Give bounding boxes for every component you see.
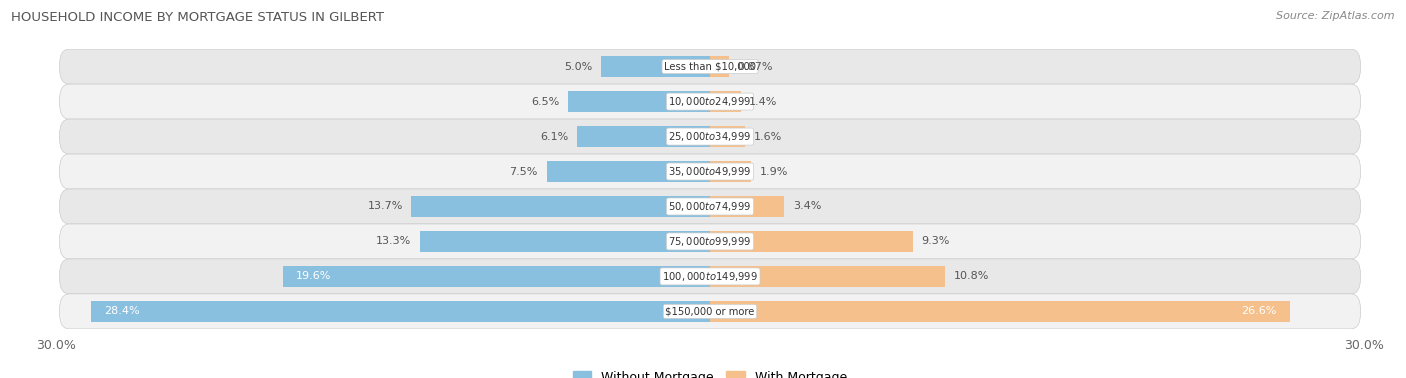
FancyBboxPatch shape: [59, 84, 1361, 119]
Text: 26.6%: 26.6%: [1241, 307, 1277, 316]
Text: 13.7%: 13.7%: [367, 201, 402, 211]
Text: HOUSEHOLD INCOME BY MORTGAGE STATUS IN GILBERT: HOUSEHOLD INCOME BY MORTGAGE STATUS IN G…: [11, 11, 384, 24]
Text: $100,000 to $149,999: $100,000 to $149,999: [662, 270, 758, 283]
Text: 6.1%: 6.1%: [540, 132, 568, 141]
Text: 10.8%: 10.8%: [955, 271, 990, 281]
Text: 28.4%: 28.4%: [104, 307, 139, 316]
Text: $10,000 to $24,999: $10,000 to $24,999: [668, 95, 752, 108]
FancyBboxPatch shape: [59, 49, 1361, 84]
Text: 1.9%: 1.9%: [761, 167, 789, 177]
Text: Less than $10,000: Less than $10,000: [664, 62, 756, 71]
Text: $150,000 or more: $150,000 or more: [665, 307, 755, 316]
Bar: [710, 301, 1289, 322]
Bar: [547, 161, 710, 182]
Text: Source: ZipAtlas.com: Source: ZipAtlas.com: [1277, 11, 1395, 21]
Text: $35,000 to $49,999: $35,000 to $49,999: [668, 165, 752, 178]
Text: 19.6%: 19.6%: [295, 271, 332, 281]
Text: 1.4%: 1.4%: [749, 97, 778, 107]
FancyBboxPatch shape: [59, 224, 1361, 259]
Text: 5.0%: 5.0%: [564, 62, 592, 71]
Text: $75,000 to $99,999: $75,000 to $99,999: [668, 235, 752, 248]
Bar: [710, 126, 745, 147]
Legend: Without Mortgage, With Mortgage: Without Mortgage, With Mortgage: [572, 371, 848, 378]
FancyBboxPatch shape: [59, 154, 1361, 189]
FancyBboxPatch shape: [59, 119, 1361, 154]
Text: 0.87%: 0.87%: [738, 62, 773, 71]
FancyBboxPatch shape: [59, 189, 1361, 224]
Text: 3.4%: 3.4%: [793, 201, 821, 211]
Bar: [568, 91, 710, 112]
Bar: [576, 126, 710, 147]
Text: 1.6%: 1.6%: [754, 132, 782, 141]
Bar: [420, 231, 710, 252]
Text: 9.3%: 9.3%: [921, 237, 950, 246]
Bar: [283, 266, 710, 287]
Bar: [710, 56, 728, 77]
Bar: [710, 266, 945, 287]
Text: 7.5%: 7.5%: [509, 167, 538, 177]
Text: $25,000 to $34,999: $25,000 to $34,999: [668, 130, 752, 143]
Bar: [710, 91, 741, 112]
Bar: [91, 301, 710, 322]
Bar: [710, 196, 785, 217]
Bar: [412, 196, 710, 217]
Bar: [602, 56, 710, 77]
Text: 13.3%: 13.3%: [377, 237, 412, 246]
FancyBboxPatch shape: [59, 259, 1361, 294]
Text: $50,000 to $74,999: $50,000 to $74,999: [668, 200, 752, 213]
Bar: [710, 231, 912, 252]
FancyBboxPatch shape: [59, 294, 1361, 329]
Text: 6.5%: 6.5%: [531, 97, 560, 107]
Bar: [710, 161, 751, 182]
